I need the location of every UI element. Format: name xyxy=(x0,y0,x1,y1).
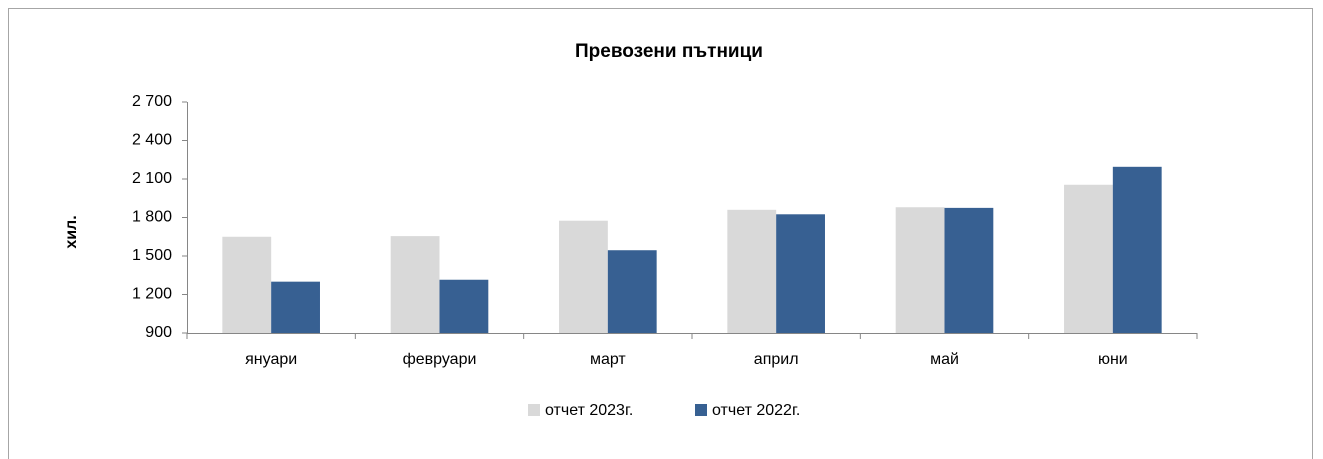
bar xyxy=(1112,166,1162,333)
y-tick-label: 2 400 xyxy=(132,132,172,149)
bar xyxy=(607,250,657,333)
x-tick-label: февруари xyxy=(403,351,477,368)
bar xyxy=(439,279,489,333)
bar xyxy=(390,236,440,333)
x-tick-label: март xyxy=(590,351,626,368)
x-tick-label: април xyxy=(754,351,799,368)
y-tick-label: 2 100 xyxy=(132,170,172,187)
chart-title: Превозени пътници xyxy=(575,41,763,62)
bar xyxy=(776,214,825,333)
x-tick-label: май xyxy=(930,351,959,368)
legend-swatch xyxy=(695,404,707,416)
y-tick-label: 2 700 xyxy=(132,93,172,110)
y-axis-label: хил. xyxy=(63,215,80,248)
bar xyxy=(222,236,272,333)
y-tick-label: 1 200 xyxy=(132,286,172,303)
y-tick-label: 1 500 xyxy=(132,247,172,264)
legend-swatch xyxy=(528,404,540,416)
chart-frame xyxy=(8,8,1313,459)
y-tick-label: 1 800 xyxy=(132,209,172,226)
bar xyxy=(559,220,608,333)
bar xyxy=(1064,184,1113,333)
x-tick-label: януари xyxy=(245,351,297,368)
bar xyxy=(944,207,994,333)
x-tick-label: юни xyxy=(1098,351,1128,368)
bar xyxy=(895,207,945,333)
legend-label: отчет 2022г. xyxy=(712,402,800,419)
bar xyxy=(727,209,777,333)
bar xyxy=(271,281,320,333)
y-tick-label: 900 xyxy=(145,324,172,341)
legend-label: отчет 2023г. xyxy=(545,402,633,419)
